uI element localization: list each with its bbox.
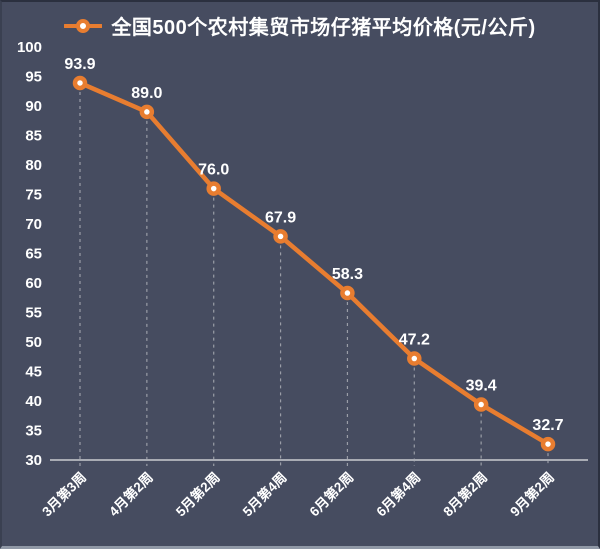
data-point-label: 67.9 xyxy=(265,209,296,226)
data-point-label: 93.9 xyxy=(64,56,95,73)
y-axis-tick-label: 30 xyxy=(25,452,42,469)
x-axis-category-label: 6月第2周 xyxy=(306,469,357,520)
data-point-label: 32.7 xyxy=(532,417,563,434)
y-axis-tick-label: 80 xyxy=(25,157,42,174)
data-point-marker xyxy=(273,229,288,244)
data-point-label: 89.0 xyxy=(131,85,162,102)
data-point-marker xyxy=(72,75,88,91)
data-point-marker xyxy=(540,436,556,452)
y-axis-tick-label: 65 xyxy=(25,246,42,263)
y-axis-tick-label: 75 xyxy=(25,187,42,204)
y-axis-tick-label: 55 xyxy=(25,305,42,322)
x-axis-category-label: 9月第2周 xyxy=(507,469,558,520)
y-axis-tick-label: 50 xyxy=(25,334,42,351)
x-axis-category-label: 3月第3周 xyxy=(39,469,90,520)
data-point-label: 47.2 xyxy=(399,332,430,349)
x-axis-category-label: 8月第2周 xyxy=(440,469,491,520)
y-axis-tick-label: 60 xyxy=(25,275,42,292)
y-axis-tick-label: 100 xyxy=(17,39,42,56)
data-point-marker xyxy=(139,104,155,120)
x-axis-category-label: 5月第4周 xyxy=(239,469,290,520)
data-point-marker xyxy=(473,397,489,412)
x-axis-category-label: 6月第4周 xyxy=(373,469,424,520)
y-axis-tick-label: 35 xyxy=(25,423,42,440)
data-point-label: 39.4 xyxy=(466,378,497,395)
data-point-marker xyxy=(206,181,221,196)
y-axis-tick-label: 40 xyxy=(25,393,42,410)
y-axis-tick-label: 85 xyxy=(25,128,42,145)
y-axis-tick-label: 95 xyxy=(25,69,42,86)
data-point-marker xyxy=(407,351,422,366)
data-point-label: 58.3 xyxy=(332,266,363,283)
chart-title: 全国500个农村集贸市场仔猪平均价格(元/公斤) xyxy=(111,17,536,39)
y-axis-tick-label: 70 xyxy=(25,216,42,233)
legend: 全国500个农村集贸市场仔猪平均价格(元/公斤) xyxy=(2,11,598,40)
y-axis-tick-label: 45 xyxy=(25,364,42,381)
x-axis-category-label: 5月第2周 xyxy=(172,469,223,520)
data-point-marker xyxy=(340,285,355,301)
price-line-series xyxy=(77,80,551,447)
legend-line-marker-icon xyxy=(64,18,103,33)
data-point-label: 76.0 xyxy=(198,162,229,179)
x-axis-category-label: 4月第2周 xyxy=(105,469,156,520)
y-axis-tick-label: 90 xyxy=(25,98,42,115)
